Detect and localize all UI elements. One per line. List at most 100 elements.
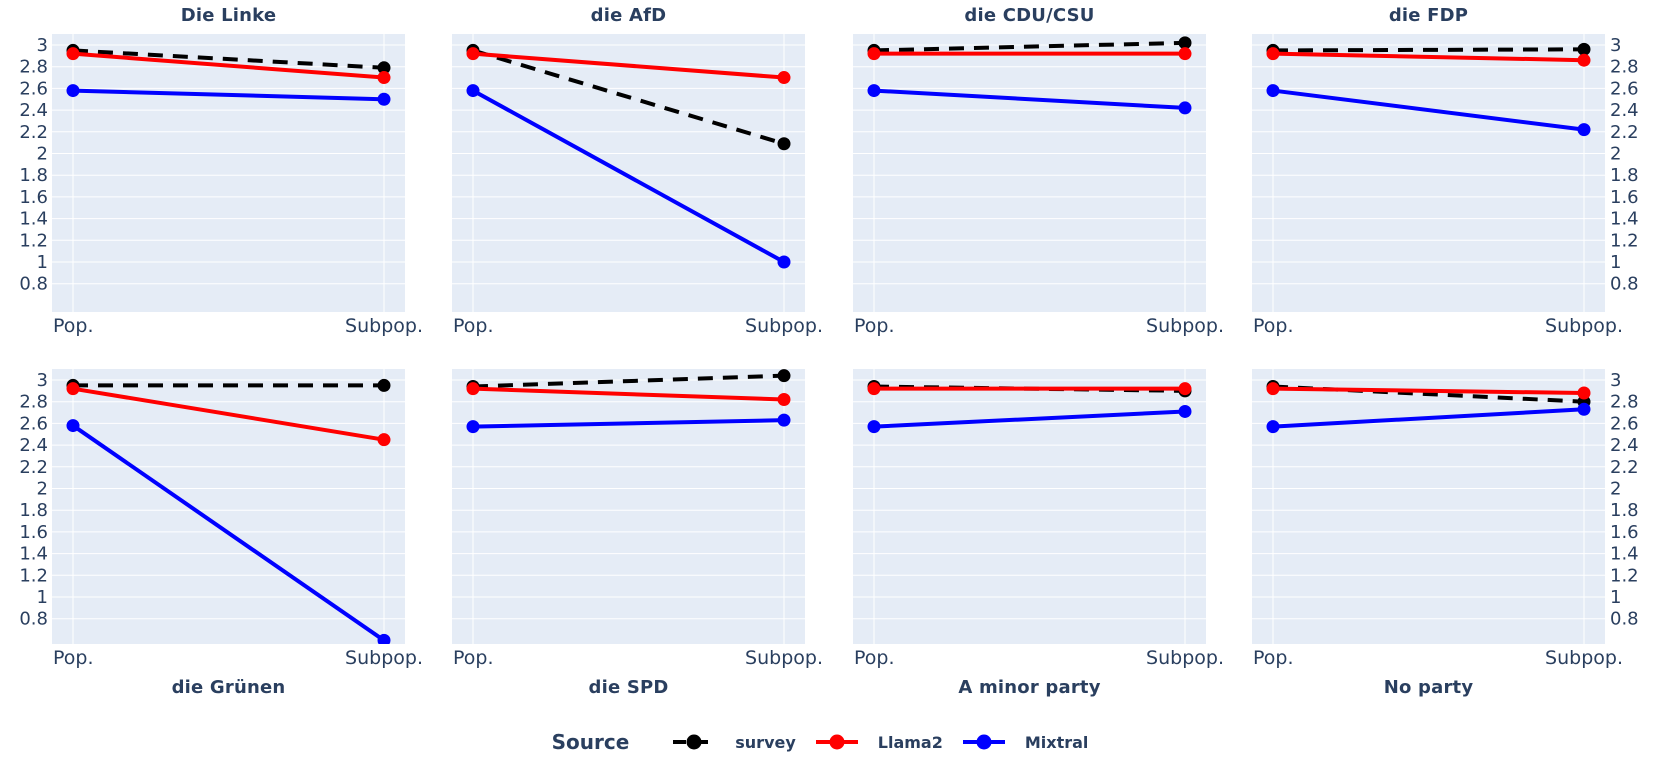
facet-panel-no-party <box>1252 369 1605 644</box>
series-line-survey <box>472 48 785 146</box>
y-tick-label-right: 2.6 <box>1610 78 1639 99</box>
series-line-mixtral <box>1272 407 1585 429</box>
series-line-mixtral <box>72 88 385 102</box>
x-tick-label-subpop: Subpop. <box>745 647 823 669</box>
facet-title-a-minor-party: A minor party <box>958 677 1101 698</box>
x-tick-label-pop: Pop. <box>53 315 94 337</box>
data-point-mixtral-pop <box>867 84 881 98</box>
data-point-llama2-pop <box>66 382 80 396</box>
facet-title-no-party: No party <box>1383 677 1474 698</box>
y-tick-label-right: 2.4 <box>1610 435 1639 456</box>
data-point-llama2-pop <box>466 47 480 61</box>
panel-background <box>853 369 1206 644</box>
legend-marker-mixtral-icon <box>962 734 1005 750</box>
facet-title-die-cdu-csu: die CDU/CSU <box>964 5 1095 26</box>
x-tick-label-subpop: Subpop. <box>1146 647 1224 669</box>
y-tick-label-left: 3 <box>37 370 48 391</box>
y-tick-label-right: 0.8 <box>1610 609 1639 630</box>
x-tick-label-pop: Pop. <box>453 647 494 669</box>
y-tick-label-left: 1.2 <box>19 565 48 586</box>
legend-item-survey[interactable]: survey <box>673 732 800 752</box>
data-point-mixtral-pop <box>867 420 881 434</box>
facet-panel-die-afd <box>452 34 805 312</box>
facet-panel-a-minor-party <box>853 369 1206 644</box>
y-tick-label-left: 0.8 <box>19 274 48 295</box>
legend-dot <box>829 734 845 750</box>
legend-dot <box>976 734 992 750</box>
y-tick-label-left: 1.2 <box>19 230 48 251</box>
series-line-mixtral <box>472 88 785 264</box>
y-tick-label-right: 2.4 <box>1610 100 1639 121</box>
series-line-mixtral <box>71 423 386 643</box>
x-tick-label-subpop: Subpop. <box>1545 315 1623 337</box>
legend-item-llama2[interactable]: Llama2 <box>815 732 947 752</box>
legend: Source survey Llama2 Mixtral <box>0 721 1660 763</box>
facet-panel-die-linke <box>52 34 405 312</box>
y-tick-label-right: 0.8 <box>1610 274 1639 295</box>
x-tick-label-pop: Pop. <box>854 647 895 669</box>
y-tick-label-right: 2.8 <box>1610 392 1639 413</box>
legend-item-label: Mixtral <box>1024 732 1089 752</box>
x-tick-label-pop: Pop. <box>53 647 94 669</box>
facet-title-die-gr-nen: die Grünen <box>171 677 286 698</box>
series-line-mixtral <box>873 409 1186 429</box>
data-point-llama2-subpop <box>1178 382 1192 396</box>
facet-panel-die-cdu-csu <box>853 34 1206 312</box>
panel-background <box>452 34 805 312</box>
data-point-llama2-subpop <box>777 393 791 407</box>
data-point-llama2-pop <box>466 382 480 396</box>
panel-background <box>1252 369 1605 644</box>
series-line-llama2 <box>472 51 785 80</box>
y-tick-label-left: 2.2 <box>19 122 48 143</box>
y-tick-label-right: 1.2 <box>1610 565 1639 586</box>
y-tick-label-right: 3 <box>1610 370 1621 391</box>
data-point-mixtral-subpop <box>1577 402 1591 416</box>
data-point-llama2-pop <box>867 382 881 396</box>
data-point-mixtral-pop <box>66 419 80 433</box>
series-line-llama2 <box>72 386 385 442</box>
data-point-mixtral-subpop <box>1178 404 1192 418</box>
y-tick-label-left: 2 <box>37 479 48 500</box>
data-point-survey-subpop <box>1577 42 1591 56</box>
facet-panel-die-spd <box>452 369 805 644</box>
y-tick-label-left: 3 <box>37 35 48 56</box>
series-line-llama2 <box>472 386 785 402</box>
y-tick-label-left: 1 <box>37 587 48 608</box>
data-point-mixtral-subpop <box>777 255 791 269</box>
series-line-llama2 <box>1272 386 1585 396</box>
data-point-survey-subpop <box>777 137 791 151</box>
x-tick-label-pop: Pop. <box>453 315 494 337</box>
y-tick-label-right: 1.6 <box>1610 522 1639 543</box>
series-line-mixtral <box>472 418 785 429</box>
y-tick-label-right: 1.6 <box>1610 187 1639 208</box>
data-point-mixtral-subpop <box>777 413 791 427</box>
legend-marker-survey-icon <box>673 734 716 750</box>
data-point-mixtral-subpop <box>1178 101 1192 115</box>
y-tick-label-left: 1.4 <box>19 544 48 565</box>
panel-background <box>853 34 1206 312</box>
panel-background <box>52 369 405 644</box>
x-tick-label-subpop: Subpop. <box>745 315 823 337</box>
x-tick-label-subpop: Subpop. <box>345 647 423 669</box>
x-tick-label-pop: Pop. <box>1253 315 1294 337</box>
data-point-llama2-subpop <box>1577 386 1591 400</box>
facet-panel-die-gr-nen <box>52 369 405 644</box>
data-point-llama2-pop <box>1266 382 1280 396</box>
legend-items: survey Llama2 Mixtral <box>673 732 1108 752</box>
y-tick-label-left: 1.4 <box>19 209 48 230</box>
x-tick-label-pop: Pop. <box>854 315 895 337</box>
data-point-mixtral-pop <box>466 420 480 434</box>
data-point-llama2-pop <box>66 47 80 61</box>
facet-title-die-fdp: die FDP <box>1388 5 1469 26</box>
y-tick-label-left: 1.8 <box>19 165 48 186</box>
y-tick-label-left: 1.8 <box>19 500 48 521</box>
data-point-llama2-subpop <box>777 71 791 85</box>
panel-background <box>52 34 405 312</box>
y-tick-label-right: 2 <box>1610 144 1621 165</box>
legend-item-mixtral[interactable]: Mixtral <box>962 732 1093 752</box>
data-point-mixtral-subpop <box>1577 123 1591 137</box>
y-tick-label-left: 1.6 <box>19 187 48 208</box>
facet-title-die-afd: die AfD <box>590 5 667 26</box>
y-tick-label-right: 1.8 <box>1610 500 1639 521</box>
